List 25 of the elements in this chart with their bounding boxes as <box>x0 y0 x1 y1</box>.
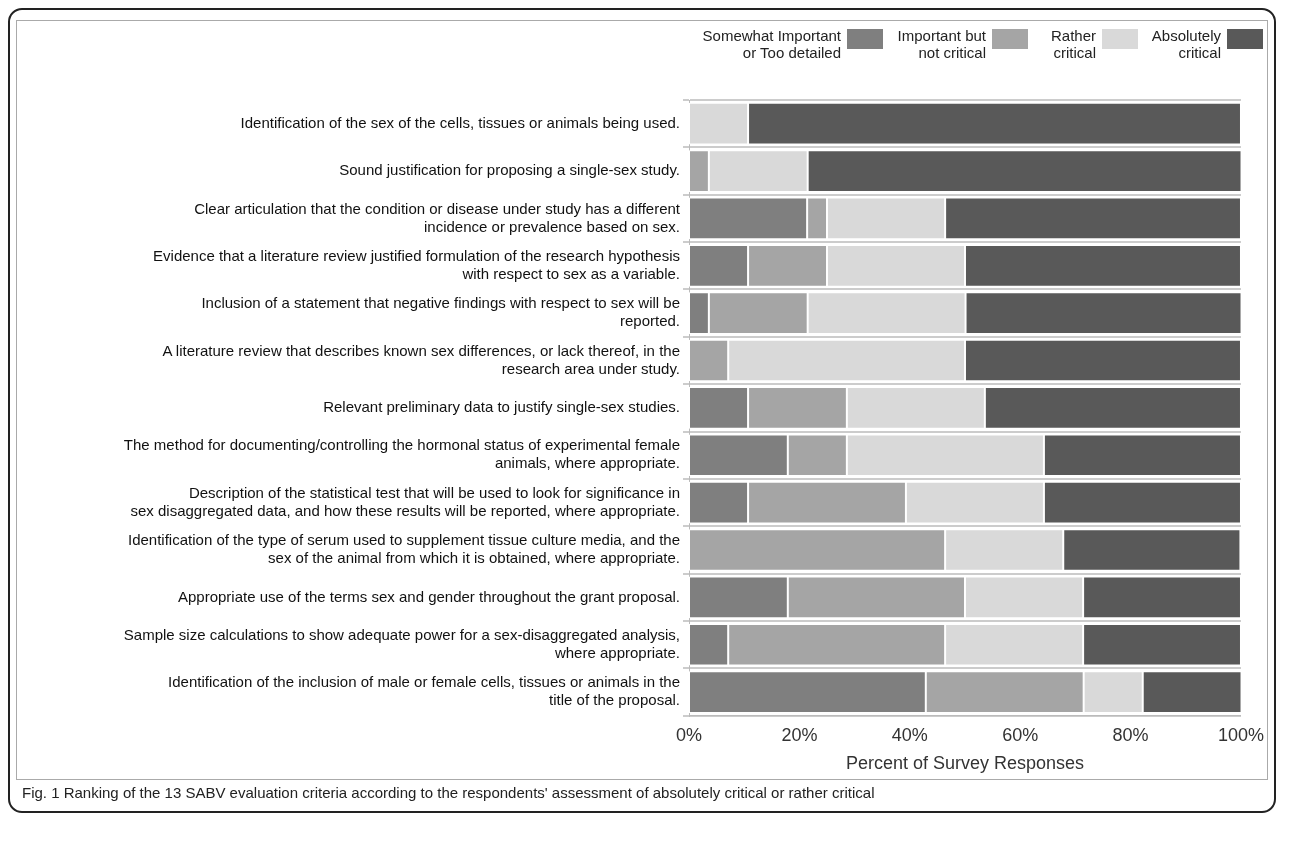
y-tick-label: Identification of the inclusion of male or female cells, tissues or animals in the title of the proposal. <box>168 673 680 709</box>
x-tick-label: 0% <box>675 724 703 745</box>
x-tick-label: 100% <box>1217 724 1264 745</box>
y-tick-label: A literature review that describes known sex differences, or lack thereof, in the research area under study. <box>162 341 680 377</box>
x-tick-label: 80% <box>1112 724 1149 745</box>
x-tick-label: 60% <box>1002 724 1039 745</box>
legend-label: Important but not critical <box>896 27 986 61</box>
y-tick-label: Sound justification for proposing a single-sex study. <box>339 161 680 179</box>
x-tick-label: 20% <box>781 724 818 745</box>
caption: Fig. 1 Ranking of the 13 SABV evaluation criteria according to the respondents' assessment of absolutely critical or rather critical <box>21 783 876 803</box>
y-tick-label: Sample size calculations to show adequate power for a sex-disaggregated analysis, where appropriate. <box>123 625 680 661</box>
y-tick-label: Identification of the type of serum used to supplement tissue culture media, and the sex of the animal from which it is obtained, where appropriate. <box>128 531 680 567</box>
legend-label: Rather critical <box>1049 27 1096 61</box>
y-tick-label: Evidence that a literature review justified formulation of the research hypothesis with respect to sex as a variable. <box>153 246 680 282</box>
y-tick-label: Clear articulation that the condition or disease under study has a different incidence or prevalence based on sex. <box>194 199 681 235</box>
x-axis-title: Percent of Survey Responses <box>845 753 1085 774</box>
y-tick-label: Appropriate use of the terms sex and gender throughout the grant proposal. <box>178 587 680 605</box>
y-tick-label: Description of the statistical test that will be used to look for significance in sex disaggregated data, and how these results will be reported, where appropriate. <box>130 483 680 519</box>
legend-label: Somewhat Important or Too detailed <box>701 27 841 61</box>
legend-label: Absolutely critical <box>1150 27 1221 61</box>
y-tick-label: The method for documenting/controlling the hormonal status of experimental female animals, where appropriate. <box>123 436 680 472</box>
y-tick-label: Relevant preliminary data to justify single-sex studies. <box>323 398 680 416</box>
x-tick-label: 40% <box>891 724 928 745</box>
y-tick-label: Identification of the sex of the cells, tissues or animals being used. <box>240 113 680 131</box>
y-tick-label: Inclusion of a statement that negative findings with respect to sex will be reported. <box>201 294 680 330</box>
